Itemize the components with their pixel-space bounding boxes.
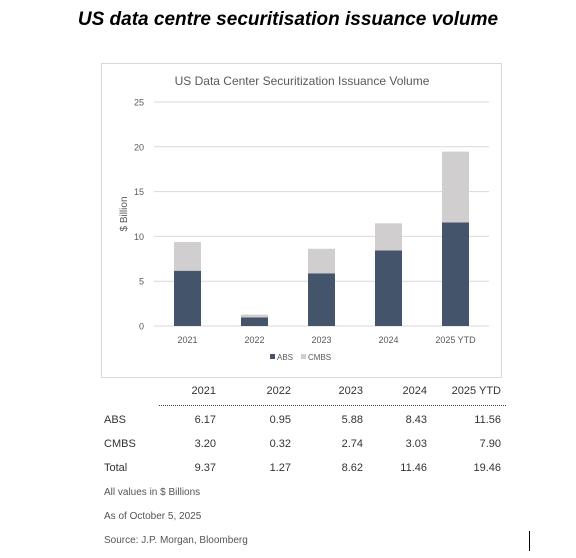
- table-header-cell: 2022: [266, 385, 291, 397]
- bar-cmbs-2022: [241, 314, 268, 318]
- y-tick-label: 25: [134, 98, 144, 108]
- table-cell: 11.46: [400, 462, 427, 474]
- x-tick-label: 2025 YTD: [435, 335, 476, 345]
- legend-label-cmbs: CMBS: [308, 353, 331, 362]
- y-tick-label: 10: [134, 232, 144, 242]
- text-cursor: [529, 531, 530, 551]
- y-tick-label: 0: [139, 322, 144, 332]
- headline: US data centre securitisation issuance v…: [77, 9, 499, 30]
- bar-cmbs-2024: [375, 223, 402, 251]
- table-cell: 0.32: [269, 438, 291, 450]
- bar-abs-2022: [241, 317, 268, 326]
- table-cell: 8.62: [341, 462, 363, 474]
- table-row: Total 9.37 1.27 8.62 11.46 19.46: [104, 462, 514, 478]
- stacked-bar-chart: US Data Center Securitization Issuance V…: [119, 74, 489, 362]
- table-cell: 9.37: [194, 462, 216, 474]
- chart-container: US Data Center Securitization Issuance V…: [101, 63, 502, 378]
- bar-cmbs-2021: [174, 242, 201, 271]
- table-cell: 19.46: [473, 462, 501, 474]
- bar-cmbs-2023: [308, 248, 335, 274]
- table-header-cell: 2021: [191, 385, 216, 397]
- table-cell: 11.56: [474, 414, 501, 426]
- y-tick-label: 15: [134, 187, 144, 197]
- y-tick-label: 20: [134, 142, 144, 152]
- table-row: CMBS 3.20 0.32 2.74 3.03 7.90: [104, 438, 514, 454]
- table-row-label: Total: [104, 462, 128, 474]
- table-cell: 5.88: [341, 414, 363, 426]
- table-row: ABS 6.17 0.95 5.88 8.43 11.56: [104, 414, 514, 430]
- table-cell: 8.43: [405, 414, 427, 426]
- x-tick-label: 2022: [244, 335, 264, 345]
- table-cell: 3.20: [194, 438, 216, 450]
- as-of-note: As of October 5, 2025: [104, 511, 202, 522]
- table-header-row: 2021 2022 2023 2024 2025 YTD: [104, 385, 514, 401]
- x-tick-label: 2023: [311, 335, 331, 345]
- table-header-cell: 2023: [338, 385, 363, 397]
- table-row-label: CMBS: [104, 438, 136, 450]
- y-axis-label: $ Billion: [119, 196, 130, 231]
- table-cell: 6.17: [194, 414, 216, 426]
- x-tick-label: 2024: [378, 335, 398, 345]
- table-cell: 0.95: [269, 414, 291, 426]
- bar-abs-2024: [375, 250, 402, 326]
- table-cell: 3.03: [405, 438, 427, 450]
- legend-label-abs: ABS: [277, 353, 293, 362]
- chart-title: US Data Center Securitization Issuance V…: [175, 74, 430, 88]
- units-note: All values in $ Billions: [104, 487, 201, 498]
- bar-abs-2023: [308, 273, 335, 326]
- table-cell: 2.74: [341, 438, 363, 450]
- bar-abs-2025-ytd: [442, 222, 469, 326]
- legend-swatch-cmbs: [301, 354, 306, 359]
- table-cell: 1.27: [269, 462, 291, 474]
- bar-abs-2021: [174, 270, 201, 326]
- bar-cmbs-2025-ytd: [442, 151, 469, 223]
- x-tick-label: 2021: [177, 335, 197, 345]
- legend-swatch-abs: [270, 354, 275, 359]
- table-header-cell: 2024: [402, 385, 427, 397]
- table-divider: [159, 405, 506, 406]
- table-header-cell: 2025 YTD: [451, 385, 501, 397]
- source-note: Source: J.P. Morgan, Bloomberg: [104, 535, 248, 546]
- table-row-label: ABS: [104, 414, 127, 426]
- y-tick-label: 5: [139, 277, 144, 287]
- table-cell: 7.90: [479, 438, 501, 450]
